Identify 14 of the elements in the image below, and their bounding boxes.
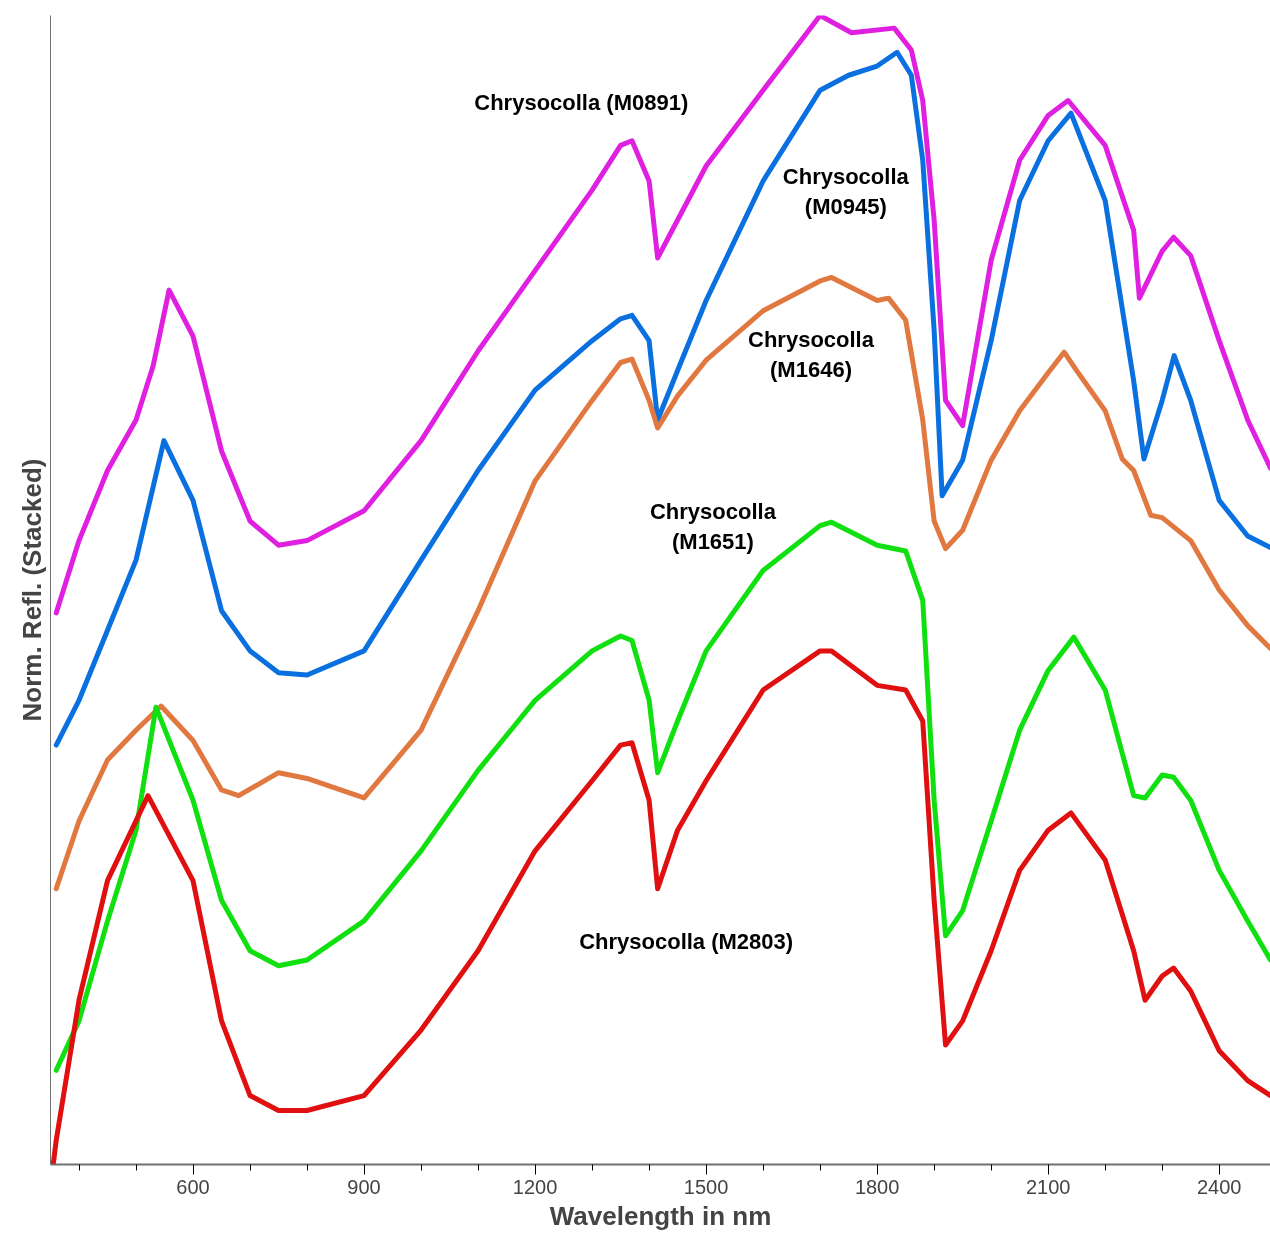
x-tick-label: 2100 — [1025, 1175, 1071, 1198]
text: Chrysocolla (M0891) — [474, 89, 689, 115]
y-axis-title: Norm. Refl. (Stacked) — [16, 458, 47, 722]
x-tick-label: 1800 — [854, 1175, 900, 1198]
series-label: Chrysocolla (M1651) — [649, 498, 777, 554]
text: Chrysocolla (M2803) — [579, 929, 794, 955]
x-tick-label: 1200 — [512, 1175, 558, 1198]
x-axis-title: Wavelength in nm — [549, 1200, 772, 1231]
x-tick-label: 900 — [347, 1175, 381, 1198]
x-tick-label: 2400 — [1196, 1175, 1242, 1198]
x-tick-label: 1500 — [683, 1175, 729, 1198]
series-label: Chrysocolla (M1646) — [748, 327, 875, 383]
x-tick-label: 600 — [176, 1175, 210, 1198]
series-label: Chrysocolla (M0945) — [782, 164, 910, 220]
